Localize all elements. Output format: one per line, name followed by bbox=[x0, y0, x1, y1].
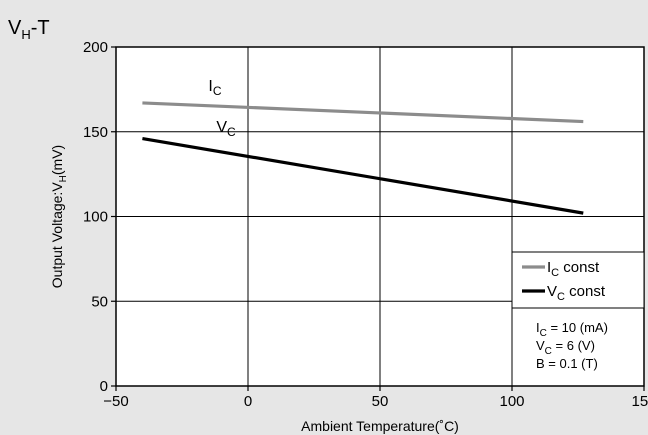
condition-line: VC = 6 (V) bbox=[536, 338, 595, 357]
x-tick-label: 100 bbox=[499, 393, 524, 410]
x-tick-label: 50 bbox=[372, 393, 389, 410]
series-label-ic: IC bbox=[208, 78, 221, 98]
y-axis-ticks: 0 50 100 150 200 bbox=[83, 39, 116, 395]
x-tick-label: −50 bbox=[103, 393, 128, 410]
y-axis-label: Output Voltage:VH(mV) bbox=[49, 145, 69, 288]
y-tick-label: 100 bbox=[83, 209, 108, 226]
y-tick-label: 200 bbox=[83, 39, 108, 56]
grid bbox=[115, 46, 645, 387]
x-axis-label: Ambient Temperature(˚C) bbox=[301, 418, 459, 434]
series-line-ic bbox=[142, 101, 584, 124]
condition-line: IC = 10 (mA) bbox=[536, 320, 608, 339]
series-lines bbox=[142, 101, 584, 215]
y-tick-label: 150 bbox=[83, 124, 108, 141]
conditions-note: IC = 10 (mA)VC = 6 (V)B = 0.1 (T) bbox=[536, 320, 608, 371]
series-label-vc: VC bbox=[216, 119, 236, 139]
x-tick-label: 150 bbox=[631, 393, 648, 410]
chart-title: VH-T bbox=[8, 17, 50, 42]
legend: IC const VC const bbox=[511, 251, 645, 309]
legend-label-vc: VC const bbox=[547, 283, 606, 303]
x-axis-ticks: −50 0 50 100 150 bbox=[103, 386, 648, 410]
legend-box bbox=[511, 251, 645, 309]
series-line-vc bbox=[142, 136, 584, 215]
y-tick-label: 50 bbox=[91, 293, 108, 310]
x-tick-label: 0 bbox=[244, 393, 252, 410]
legend-label-ic: IC const bbox=[547, 259, 600, 279]
condition-line: B = 0.1 (T) bbox=[536, 356, 598, 371]
series-labels: IC VC bbox=[208, 78, 236, 139]
y-tick-label: 0 bbox=[100, 378, 108, 395]
